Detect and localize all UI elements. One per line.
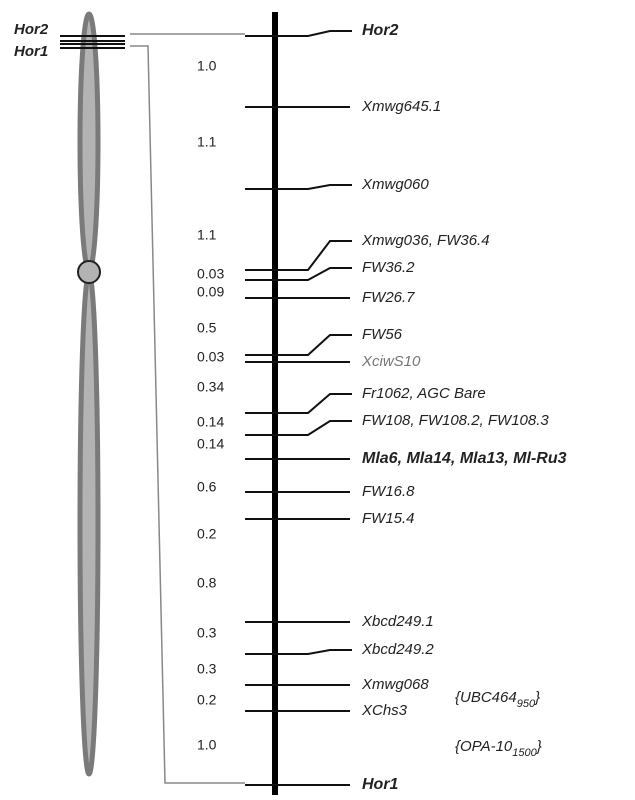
bracket-text: {UBC464 [455,689,517,706]
marker-label: Xmwg645.1 [361,98,441,115]
marker-line [245,335,352,355]
marker-label: Xbcd249.1 [361,613,434,630]
marker-label: FW16.8 [362,483,415,500]
marker-label: Xmwg068 [361,676,429,693]
marker-line [245,31,352,36]
distance: 1.0 [197,737,217,753]
marker-label: Xmwg060 [361,176,429,193]
marker-label: XciwS10 [361,353,421,370]
distance: 0.34 [197,379,224,395]
distance: 0.03 [197,349,224,365]
genetic-map: Hor2 Hor1 Hor2 Xmwg645.1 Xmwg060 Xmwg036, F… [0,0,635,795]
marker-label: XChs3 [361,702,408,719]
marker-label: Hor1 [362,776,399,793]
marker-label: FW26.7 [362,289,415,306]
chromosome-label: Hor2 [14,21,49,38]
distance: 0.5 [197,320,217,336]
marker-label: FW15.4 [362,510,415,527]
marker-line [245,241,352,270]
distance: 0.6 [197,479,217,495]
marker-line [245,650,352,654]
bracket-text: } [535,738,542,755]
marker-label: Xmwg036, FW36.4 [361,232,490,249]
marker-label: Hor2 [362,22,399,39]
distance: 0.09 [197,284,224,300]
distance: 0.3 [197,625,217,641]
distance: 1.0 [197,58,217,74]
distance: 0.14 [197,414,224,430]
distance: 0.2 [197,526,217,542]
marker-label: Fr1062, AGC Bare [362,385,486,402]
bracket-text: } [533,689,540,706]
marker-label: Xbcd249.2 [361,641,434,658]
marker-label: Mla6, Mla14, Mla13, Ml-Ru3 [362,450,567,467]
bracket-label: {OPA-101500} [455,738,542,759]
chromosome-long-arm [80,274,98,774]
chromosome-short-arm [80,14,98,270]
bracket-text: {OPA-10 [455,738,513,755]
distance: 0.8 [197,575,217,591]
marker-label: FW36.2 [362,259,415,276]
bracket-subscript: 1500 [512,747,537,759]
connector [130,46,245,783]
marker-line [245,394,352,413]
bracket-subscript: 950 [517,698,536,710]
distance: 0.03 [197,266,224,282]
distance: 0.2 [197,692,217,708]
marker-label: FW108, FW108.2, FW108.3 [362,412,549,429]
bracket-label: {UBC464950} [455,689,540,710]
distance: 0.3 [197,661,217,677]
chromosome-label: Hor1 [14,43,48,60]
marker-line [245,185,352,189]
centromere [78,261,100,283]
distance: 1.1 [197,227,217,243]
marker-label: FW56 [362,326,403,343]
marker-line [245,421,352,435]
distance: 0.14 [197,436,224,452]
distance: 1.1 [197,134,217,150]
